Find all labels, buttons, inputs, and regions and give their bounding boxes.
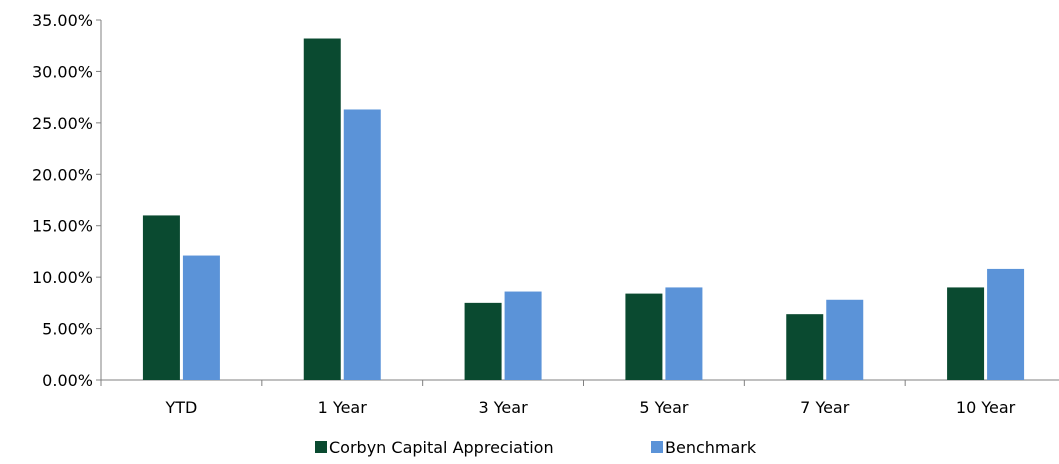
legend: Corbyn Capital Appreciation Benchmark (315, 438, 757, 457)
bar-benchmark (504, 291, 542, 380)
y-tick-label: 0.00% (42, 371, 93, 390)
bar-corbyn (464, 302, 502, 380)
bar-benchmark (182, 255, 220, 380)
bar-benchmark (987, 268, 1025, 380)
x-tick-label: 3 Year (479, 398, 529, 417)
bar-benchmark (343, 109, 381, 380)
bar-benchmark (826, 299, 864, 380)
x-tick-label: 10 Year (956, 398, 1016, 417)
x-tick-label: 5 Year (639, 398, 689, 417)
y-tick-label: 25.00% (32, 114, 93, 133)
legend-swatch (315, 441, 327, 453)
y-tick-label: 5.00% (42, 320, 93, 339)
y-tick-label: 10.00% (32, 268, 93, 287)
x-axis: YTD 1 Year 3 Year 5 Year 7 Year 10 Year (100, 379, 1059, 417)
bar-corbyn (303, 38, 341, 381)
legend-label: Benchmark (665, 438, 757, 457)
y-tick-label: 20.00% (32, 165, 93, 184)
legend-label: Corbyn Capital Appreciation (329, 438, 554, 457)
y-tick-label: 30.00% (32, 62, 93, 81)
y-axis: 0.00% 5.00% 10.00% 15.00% 20.00% 25.00% 30.00%… (32, 11, 102, 390)
y-tick-label: 35.00% (32, 11, 93, 30)
x-tick-label: 1 Year (318, 398, 368, 417)
y-tick-label: 15.00% (32, 217, 93, 236)
bar-corbyn (786, 314, 824, 380)
x-tick-label: YTD (164, 398, 197, 417)
bars (142, 38, 1025, 381)
bar-corbyn (625, 293, 663, 380)
x-tick-label: 7 Year (800, 398, 850, 417)
bar-benchmark (665, 287, 703, 380)
legend-swatch (651, 441, 663, 453)
bar-corbyn (947, 287, 985, 380)
bar-corbyn (142, 215, 180, 380)
